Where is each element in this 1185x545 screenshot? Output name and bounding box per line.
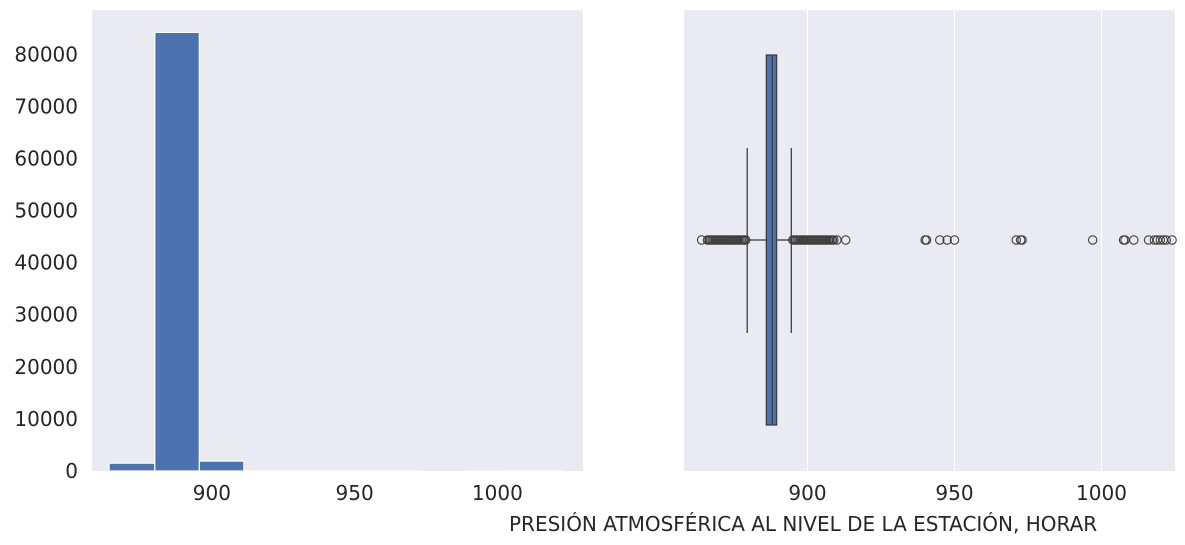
histogram-bar bbox=[108, 462, 156, 472]
interquartile-box bbox=[765, 54, 778, 426]
boxplot-x-tick-label: 900 bbox=[788, 481, 826, 505]
histogram-x-tick-label: 900 bbox=[193, 481, 231, 505]
histogram-bars bbox=[108, 31, 564, 472]
histogram-x-tick-label: 950 bbox=[336, 481, 374, 505]
outlier-point bbox=[935, 235, 945, 245]
histogram-y-tick-label: 20000 bbox=[14, 355, 78, 379]
outlier-point bbox=[942, 235, 952, 245]
boxplot-x-tick-label: 950 bbox=[935, 481, 973, 505]
histogram-y-tick-label: 60000 bbox=[14, 146, 78, 170]
histogram-y-tick-label: 70000 bbox=[14, 94, 78, 118]
boxplot-box bbox=[765, 54, 778, 426]
histogram-bar bbox=[198, 460, 245, 472]
boxplot-x-tick-label: 1000 bbox=[1076, 481, 1127, 505]
outlier-point bbox=[1161, 235, 1171, 245]
outlier-point bbox=[1011, 235, 1021, 245]
histogram-y-tick-label: 40000 bbox=[14, 251, 78, 275]
histogram-x-tick-label: 1000 bbox=[472, 481, 523, 505]
histogram-x-tick-labels: 900 950 1000 bbox=[193, 481, 523, 505]
boxplot-x-tick-labels: 900 950 1000 bbox=[788, 481, 1127, 505]
outlier-point bbox=[1155, 235, 1166, 245]
histogram-y-tick-label: 10000 bbox=[14, 407, 78, 431]
histogram-y-tick-label: 30000 bbox=[14, 303, 78, 327]
histogram-y-tick-label: 0 bbox=[65, 459, 78, 483]
boxplot-x-axis-label: PRESIÓN ATMOSFÉRICA AL NIVEL DE LA ESTAC… bbox=[509, 512, 1097, 536]
outlier-point bbox=[1167, 235, 1177, 245]
outlier-point bbox=[1129, 235, 1139, 245]
outlier-point bbox=[921, 235, 932, 245]
histogram-y-tick-label: 50000 bbox=[14, 199, 78, 223]
histogram-bar bbox=[154, 31, 200, 472]
histogram-y-tick-labels: 0 10000 20000 30000 40000 50000 60000 70000 8000… bbox=[14, 42, 78, 483]
outlier-point bbox=[829, 235, 839, 245]
histogram-y-tick-label: 80000 bbox=[14, 42, 78, 66]
outlier-point bbox=[740, 235, 751, 245]
outlier-point bbox=[840, 235, 851, 245]
boxplot-outliers bbox=[696, 235, 1177, 245]
outlier-point bbox=[1087, 235, 1098, 245]
outlier-point bbox=[949, 235, 960, 245]
boxplot-panel: 900 950 1000 PRESIÓN ATMOSFÉRICA AL NIVEL … bbox=[509, 10, 1177, 536]
outlier-point bbox=[1017, 235, 1027, 245]
histogram-panel: 0 10000 20000 30000 40000 50000 60000 70000 8000… bbox=[14, 10, 583, 505]
